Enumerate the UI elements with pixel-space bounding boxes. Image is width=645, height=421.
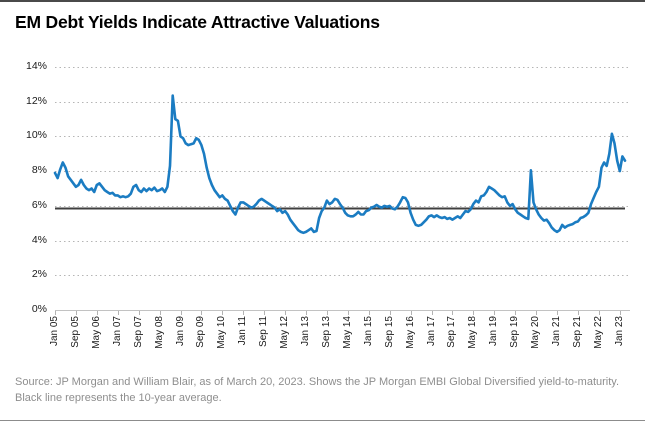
x-axis-tick (55, 311, 56, 315)
x-axis-tick (285, 311, 287, 315)
x-axis-label: Jan 21 (551, 316, 563, 347)
x-axis-tick (138, 311, 140, 315)
x-axis-tick (96, 311, 98, 315)
x-axis-label: Jan 13 (300, 316, 311, 347)
x-axis-label: Jan 15 (362, 316, 374, 347)
x-axis-tick (368, 311, 370, 315)
x-axis-label: Sep 19 (509, 316, 521, 348)
x-axis-tick (326, 311, 328, 315)
x-axis-label: Sep 21 (571, 316, 583, 348)
x-axis-label: May 14 (341, 316, 353, 349)
yield-line-chart (53, 94, 627, 235)
gridline (55, 67, 630, 68)
x-axis-label: Jan 19 (488, 316, 500, 347)
gridline (55, 240, 630, 242)
x-axis-tick (243, 311, 245, 315)
x-axis-tick (619, 311, 621, 315)
y-axis-label: 6% (31, 198, 47, 211)
x-axis-label: May 22 (592, 316, 604, 349)
x-axis-tick (473, 311, 475, 315)
chart-title: EM Debt Yields Indicate Attractive Valua… (15, 12, 380, 32)
yield-line (53, 94, 627, 235)
y-axis: 14% 12% 10% 8% 6% 4% 2% 0% (0, 60, 47, 315)
y-axis-label: 4% (31, 233, 47, 246)
x-axis-tick (577, 311, 579, 315)
x-axis-label: Sep 13 (320, 316, 332, 348)
x-axis-label: Sep 11 (258, 316, 270, 347)
x-axis-tick (264, 311, 266, 315)
x-axis-label: Jan 05 (49, 316, 60, 347)
y-axis-label: 2% (31, 268, 47, 281)
x-axis-label: Sep 15 (383, 316, 395, 348)
x-axis-tick (452, 311, 454, 315)
x-axis-tick (159, 311, 161, 315)
x-axis-label: May 12 (279, 316, 291, 349)
x-axis-tick (410, 311, 412, 315)
source-note: Source: JP Morgan and William Blair, as … (15, 376, 620, 404)
gridline (55, 101, 630, 103)
x-axis-tick (557, 311, 559, 315)
x-axis-label: May 10 (216, 316, 228, 349)
x-axis-tick (75, 311, 77, 315)
x-axis-tick (222, 311, 224, 315)
x-axis-tick (117, 311, 119, 315)
x-axis-tick (180, 311, 182, 315)
gridline (55, 275, 630, 277)
y-axis-label: 0% (31, 303, 47, 315)
x-axis-label: Jan 17 (425, 316, 437, 347)
x-axis-tick (598, 311, 600, 315)
x-axis-label: Sep 17 (446, 316, 458, 348)
x-axis-label: Sep 07 (132, 316, 144, 348)
x-axis-label: May 08 (153, 316, 165, 349)
y-axis-label: 8% (31, 164, 47, 177)
y-axis-label: 14% (25, 60, 47, 72)
x-axis-tick (347, 311, 349, 315)
x-axis-label: May 20 (530, 316, 542, 349)
x-axis-tick (431, 311, 433, 315)
y-axis-label: 12% (25, 94, 47, 107)
x-axis-tick (515, 311, 517, 315)
x-axis-label: May 18 (467, 316, 479, 349)
x-axis-label: Jan 23 (613, 316, 625, 347)
x-axis-label: May 16 (404, 316, 416, 349)
x-axis-tick (306, 311, 307, 315)
x-axis-label: Jan 11 (237, 316, 249, 346)
x-axis-label: May 06 (90, 316, 102, 349)
x-axis-tick (389, 311, 391, 315)
x-axis-label: Sep 09 (195, 316, 207, 348)
y-axis-label: 10% (25, 129, 47, 142)
x-axis-tick (201, 311, 203, 315)
gridline (55, 171, 630, 173)
chart-plot: Jan 05 Sep 05 May 06 Jan 07 Sep 07 May 08 Jan … (49, 67, 630, 349)
gridline (55, 136, 630, 138)
x-axis-tick (536, 311, 538, 315)
x-axis-tick (494, 311, 496, 315)
x-axis-label: Jan 09 (174, 316, 186, 347)
x-axis-label: Sep 05 (69, 316, 81, 348)
x-axis-label: Jan 07 (111, 316, 123, 347)
